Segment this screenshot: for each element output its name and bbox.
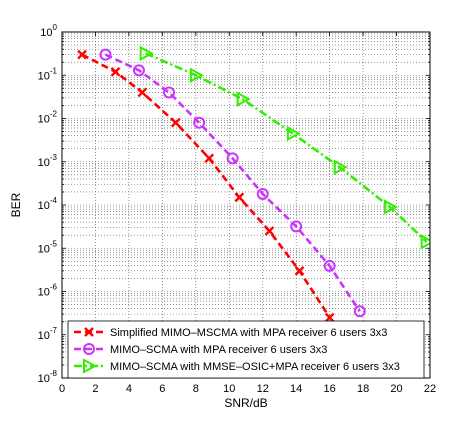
series-line [145,52,428,243]
y-tick-exponent: -4 [50,196,58,205]
legend-box [67,320,425,379]
y-axis-title: BER [9,192,23,217]
y-tick-label: 100 [40,23,57,39]
y-tick-label: 10-3 [38,153,58,169]
data-point [294,266,305,276]
data-point [137,87,148,98]
data-point [77,49,87,60]
data-point [189,67,204,83]
legend-item: MIMO–SCMA with MPA receiver 6 users 3x3 [74,343,327,356]
y-tick-base: 10 [38,373,50,385]
legend-label: MIMO–SCMA with MPA receiver 6 users 3x3 [110,344,327,356]
data-point [226,152,239,165]
legend: Simplified MIMO–MSCMA with MPA receiver … [67,320,425,379]
legend-item: MIMO–SCMA with MMSE–OSIC+MPA receiver 6 … [74,358,400,374]
data-point [204,153,215,164]
series-clip-group [77,45,430,323]
y-tick-base: 10 [38,114,50,126]
y-tick-label: 10-5 [38,239,58,255]
data-point [286,125,301,142]
series-1 [77,49,335,323]
x-tick-label: 8 [193,383,199,395]
series-3 [139,45,430,250]
x-tick-label: 18 [357,383,369,395]
legend-label: Simplified MIMO–MSCMA with MPA receiver … [110,327,387,339]
data-point [236,91,251,107]
data-point [383,199,398,215]
y-tick-label: 10-8 [38,369,58,385]
y-tick-base: 10 [40,27,52,39]
data-point [323,259,336,272]
y-tick-exponent: -6 [50,283,58,292]
data-point [193,116,206,129]
y-tick-exponent: -8 [50,369,58,378]
data-point [290,220,303,233]
x-tick-label: 14 [290,383,302,395]
data-point [264,226,275,236]
legend-swatch-marker [83,358,98,374]
x-tick-label: 4 [126,383,132,395]
y-tick-base: 10 [38,157,50,169]
y-tick-exponent: -1 [50,66,58,75]
data-point [132,64,145,77]
data-point [234,192,245,203]
data-point [333,159,348,175]
legend-label: MIMO–SCMA with MMSE–OSIC+MPA receiver 6 … [110,361,400,373]
legend-swatch-marker [83,343,95,355]
y-tick-label: 10-1 [38,66,58,82]
y-tick-exponent: 0 [53,23,58,32]
y-tick-exponent: -3 [50,153,58,162]
y-tick-exponent: -2 [50,110,58,119]
y-tick-label: 10-2 [38,110,58,126]
series-2 [99,48,366,318]
y-tick-label: 10-6 [38,283,58,299]
x-tick-labels: 0 2 4 6 8 10 12 14 16 18 20 22 [59,383,436,395]
series-layer [77,45,430,323]
data-point [324,312,335,323]
data-point [139,45,154,62]
data-point [420,234,430,250]
y-tick-label: 10-7 [38,326,58,342]
x-tick-label: 16 [324,383,336,395]
x-tick-label: 22 [424,383,436,395]
x-tick-label: 10 [223,383,235,395]
y-tick-base: 10 [38,70,50,82]
y-tick-base: 10 [38,200,50,212]
data-point [163,86,176,99]
data-point [170,117,181,128]
data-point [110,66,121,77]
y-tick-label: 10-4 [38,196,58,212]
x-axis-title: SNR/dB [224,396,267,410]
data-point [353,305,366,318]
x-tick-label: 2 [92,383,98,395]
y-tick-exponent: -7 [50,326,58,335]
data-point [256,187,269,200]
x-tick-label: 20 [390,383,402,395]
x-tick-label: 12 [257,383,269,395]
data-point [99,48,112,61]
y-tick-base: 10 [38,287,50,299]
x-tick-label: 0 [59,383,65,395]
y-tick-base: 10 [38,243,50,255]
y-tick-exponent: -5 [50,239,58,248]
series-line [104,53,361,312]
y-tick-base: 10 [38,330,50,342]
legend-item: Simplified MIMO–MSCMA with MPA receiver … [74,327,387,339]
x-tick-label: 6 [159,383,165,395]
legend-swatch-marker [84,327,94,337]
